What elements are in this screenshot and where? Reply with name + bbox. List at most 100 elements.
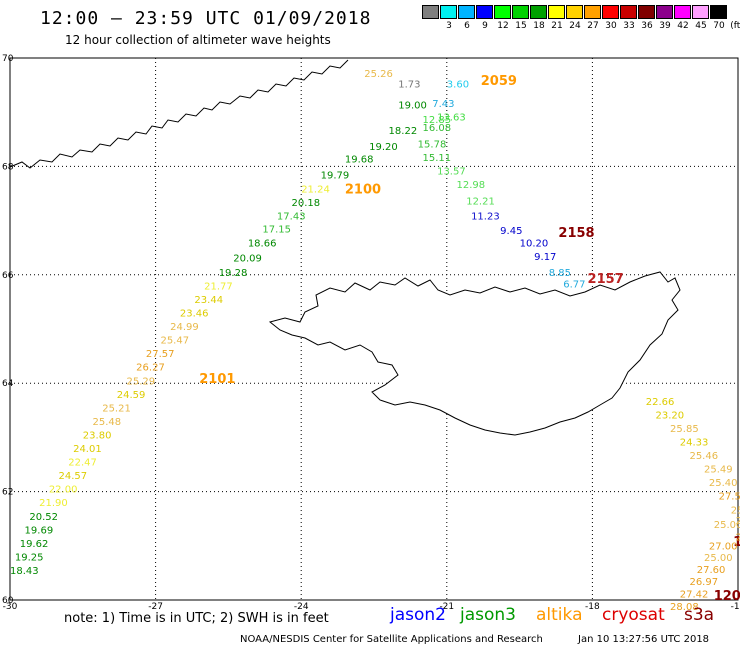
wave-height-reading: 1.73: [398, 79, 420, 90]
wave-height-reading: 26.97: [689, 577, 718, 588]
latitude-tick-label: 60: [2, 596, 14, 606]
wave-height-reading: 21.90: [39, 498, 68, 509]
wave-height-reading: 13.63: [437, 112, 466, 123]
track-time-label: 2158: [558, 226, 594, 241]
legend-swatch: [476, 5, 493, 19]
wave-height-reading: 24.99: [170, 322, 199, 333]
satellite-name: cryosat: [602, 605, 665, 625]
wave-height-reading: 25.00: [714, 520, 740, 531]
track-time-label: 2059: [481, 74, 517, 89]
wave-height-reading: 23.20: [655, 410, 684, 421]
legend-swatch-label: 36: [641, 21, 653, 31]
wave-height-reading: 25.29: [126, 376, 155, 387]
legend-swatch-label: 18: [533, 21, 545, 31]
legend-swatch: [440, 5, 457, 19]
wave-height-reading: 25.49: [704, 465, 733, 476]
greenland-coastline: [9, 59, 349, 169]
wave-height-reading: 24.57: [59, 471, 88, 482]
wave-height-reading: 25.47: [160, 336, 189, 347]
wave-height-reading: 7.43: [432, 99, 454, 110]
legend-swatch: [512, 5, 529, 19]
wave-height-reading: 12.85: [423, 115, 452, 126]
wave-height-reading: 19.20: [369, 142, 398, 153]
satellite-name: altika: [536, 605, 583, 625]
legend-swatch-label: 15: [515, 21, 527, 31]
wave-height-reading: 9.17: [534, 252, 556, 263]
legend-swatch: [530, 5, 547, 19]
track-time-label: 2157: [588, 272, 624, 287]
wave-height-reading: 25.40: [709, 478, 738, 489]
wave-height-reading: 27.42: [680, 589, 709, 600]
wave-height-reading: 22.47: [68, 458, 97, 469]
wave-height-reading: 18.43: [10, 566, 39, 577]
satellite-name: jason3: [460, 605, 516, 625]
wave-height-reading: 19.00: [398, 100, 427, 111]
wave-height-reading: 20.09: [233, 253, 262, 264]
longitude-tick-label: -21: [439, 602, 454, 612]
wave-height-reading: 25.21: [102, 403, 131, 414]
wave-height-reading: 25.26: [364, 69, 393, 80]
legend-swatch: [458, 5, 475, 19]
wave-height-reading: 13.57: [437, 167, 466, 178]
wave-height-reading: 21.77: [204, 281, 233, 292]
latitude-tick-label: 70: [2, 54, 14, 64]
wave-height-reading: 19.62: [20, 539, 49, 550]
wave-height-reading: 10.20: [520, 239, 549, 250]
legend-swatch: [566, 5, 583, 19]
wave-height-reading: 17.15: [262, 225, 291, 236]
wave-height-reading: 19.79: [321, 170, 350, 181]
wave-height-reading: 21.24: [301, 184, 330, 195]
satellite-name: s3a: [684, 605, 715, 625]
track-time-label: 1: [733, 535, 740, 550]
wave-height-reading: 19.68: [345, 155, 374, 166]
longitude-tick-label: -18: [585, 602, 600, 612]
wave-height-reading: 15.78: [418, 139, 447, 150]
legend-swatch-label: 33: [623, 21, 635, 31]
map-grid: -30 -27 -24 -21 -18 -15 60 62 64 66 68 70: [2, 54, 740, 612]
wave-height-reading: 28.08: [670, 602, 699, 613]
wave-height-reading: 25.61: [736, 516, 740, 527]
wave-height-reading: 27.55: [719, 492, 740, 503]
timestamp: Jan 10 13:27:56 UTC 2018: [578, 634, 710, 645]
wave-height-reading: 25.48: [93, 417, 122, 428]
track-time-label: 2101: [199, 372, 235, 387]
wave-height-reading: 25.00: [704, 553, 733, 564]
legend-swatch-label: 12: [497, 21, 509, 31]
wave-height-reading: 11.23: [471, 212, 500, 223]
longitude-tick-label: -15: [731, 602, 740, 612]
wave-height-reading: 19.28: [219, 268, 248, 279]
wave-height-reading: 23.44: [194, 295, 223, 306]
wave-height-reading: 22.66: [646, 397, 675, 408]
legend-swatch: [710, 5, 727, 19]
legend-swatch: [584, 5, 601, 19]
latitude-tick-label: 68: [2, 162, 14, 172]
page-subtitle: 12 hour collection of altimeter wave hei…: [65, 33, 331, 47]
wave-height-reading: 19.69: [25, 525, 54, 536]
legend-swatch-label: 3: [446, 21, 452, 31]
wave-height-reading: 23.80: [83, 430, 112, 441]
legend-swatch-label: 70: [713, 21, 725, 31]
wave-height-reading: 27.60: [697, 565, 726, 576]
wave-height-reading: 8.85: [549, 268, 571, 279]
legend-unit: (ft): [730, 21, 740, 31]
latitude-tick-label: 66: [2, 271, 14, 281]
wave-height-reading: 25.56: [731, 505, 740, 516]
wave-height-reading: 12.21: [466, 196, 495, 207]
legend-swatch: [692, 5, 709, 19]
legend-swatch: [620, 5, 637, 19]
legend-swatch-label: 39: [659, 21, 671, 31]
track-time-label: 1206: [714, 589, 740, 604]
wave-height-reading: 29.85: [736, 532, 740, 543]
wave-height-reading: 23.46: [180, 309, 209, 320]
iceland-coastline: [268, 271, 681, 436]
legend-swatch-label: 6: [464, 21, 470, 31]
wave-height-reading: 25.85: [670, 424, 699, 435]
latitude-tick-label: 62: [2, 488, 13, 498]
legend-swatch: [656, 5, 673, 19]
wave-height-reading: 24.33: [680, 438, 709, 449]
wave-height-reading: 27.57: [146, 349, 175, 360]
longitude-tick-label: -27: [148, 602, 163, 612]
legend-swatch-label: 27: [587, 21, 599, 31]
